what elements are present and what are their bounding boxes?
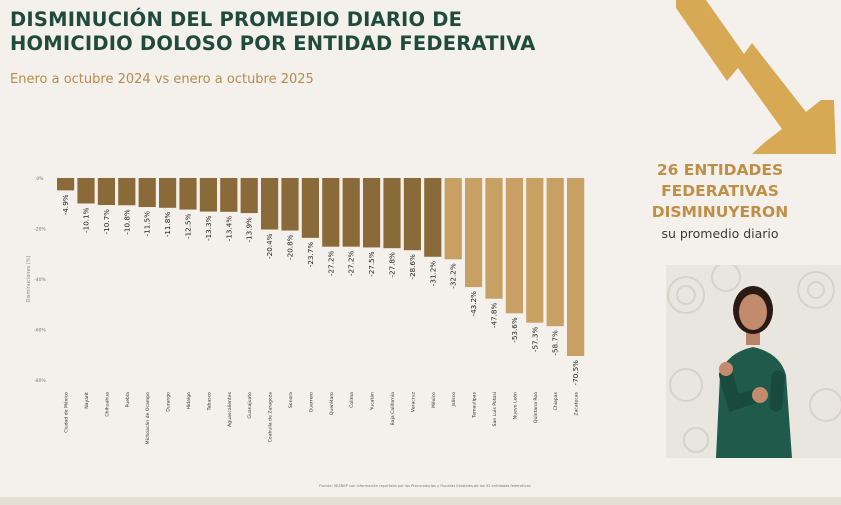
y-tick-label: 0% <box>36 176 44 182</box>
x-tick-label: Veracruz <box>410 391 416 412</box>
x-tick-label: Chihuahua <box>104 392 110 417</box>
bar <box>444 178 462 260</box>
bar <box>199 178 217 212</box>
x-tick-label: Hidalgo <box>186 392 192 410</box>
data-label: -11.8% <box>163 212 172 238</box>
bar <box>526 178 544 323</box>
data-label: -12.5% <box>184 213 193 239</box>
data-label: -13.3% <box>204 215 213 241</box>
bar <box>342 178 360 247</box>
y-tick-label: -20% <box>34 227 46 233</box>
x-tick-label: Yucatán <box>369 392 376 411</box>
x-tick-label: Zacatecas <box>574 391 580 415</box>
highlight-line-1: 26 ENTIDADES <box>656 161 784 179</box>
bar <box>240 178 258 214</box>
y-tick-label: -80% <box>34 378 46 384</box>
highlight-box: 26 ENTIDADES FEDERATIVAS DISMINUYERON su… <box>600 160 840 241</box>
bar <box>159 178 177 208</box>
bar <box>465 178 483 288</box>
subtitle: Enero a octubre 2024 vs enero a octubre … <box>10 72 314 87</box>
data-label: -10.7% <box>102 209 111 235</box>
down-arrow-icon <box>676 0 836 154</box>
x-tick-label: Puebla <box>125 392 131 408</box>
bar <box>546 178 564 327</box>
data-label: -57.3% <box>530 327 539 353</box>
data-label: -27.2% <box>347 251 356 277</box>
x-tick-label: Colima <box>349 392 355 408</box>
x-tick-label: Michoacán de Ocampo <box>144 392 151 445</box>
data-label: -58.7% <box>551 330 560 356</box>
x-tick-label: Chiapas <box>553 391 559 410</box>
y-tick-label: -60% <box>34 328 46 334</box>
x-tick-label: Durango <box>166 392 172 412</box>
bar <box>118 178 136 206</box>
source-note: Fuente: SESNSP con información reportada… <box>319 484 531 488</box>
bar <box>567 178 585 357</box>
bar <box>261 178 279 230</box>
x-tick-label: Tabasco <box>206 392 212 412</box>
data-label: -10.8% <box>122 209 131 235</box>
x-tick-label: México <box>430 392 437 408</box>
y-axis-title: Disminuciones (%) <box>26 256 32 303</box>
title-line-1: DISMINUCIÓN DEL PROMEDIO DIARIO DE <box>10 8 463 31</box>
bar-chart: 0% -20% -40% -60% -80% Disminuciones (%) -4.9%… <box>26 176 585 488</box>
x-tick-label: Baja California <box>390 392 396 426</box>
data-label: -32.2% <box>449 263 458 289</box>
x-tick-label: Coahuila de Zaragoza <box>268 392 274 442</box>
highlight-line-3: DISMINUYERON <box>651 203 789 221</box>
bar <box>383 178 401 249</box>
bar <box>77 178 95 204</box>
bar <box>485 178 503 299</box>
bar <box>424 178 442 257</box>
bar <box>403 178 421 251</box>
data-label: -43.2% <box>469 291 478 317</box>
x-tick-label: Tamaulipas <box>472 391 478 418</box>
data-label: -20.4% <box>265 233 274 259</box>
data-label: -23.7% <box>306 242 315 268</box>
x-tick-label: Querétaro <box>328 392 335 415</box>
x-tick-label: San Luis Potosí <box>491 391 498 426</box>
x-tick-label: Nuevo León <box>511 392 518 419</box>
x-tick-label: Guanajuato <box>247 392 253 419</box>
x-tick-label: Ciudad de México <box>63 392 70 433</box>
bar <box>179 178 197 210</box>
sign-language-interpreter-image <box>666 265 841 458</box>
data-label: -27.2% <box>326 251 335 277</box>
data-label: -31.2% <box>428 261 437 287</box>
data-label: -13.9% <box>245 217 254 243</box>
bar <box>281 178 299 231</box>
x-tick-label: Jalisco <box>451 392 457 408</box>
bar <box>505 178 523 314</box>
data-label: -70.5% <box>571 360 580 386</box>
data-label: -10.1% <box>82 207 91 233</box>
highlight-subtext: su promedio diario <box>661 226 779 241</box>
data-label: -53.6% <box>510 317 519 343</box>
data-label: -11.5% <box>143 211 152 237</box>
bar <box>220 178 238 212</box>
highlight-line-2: FEDERATIVAS <box>661 182 779 200</box>
data-label: -27.8% <box>388 252 397 278</box>
x-tick-label: Nayarit <box>84 392 90 409</box>
x-tick-label: Guerrero <box>308 392 314 413</box>
bar <box>97 178 115 206</box>
data-label: -20.8% <box>286 234 295 260</box>
bar <box>301 178 319 238</box>
bottom-bar <box>0 497 841 505</box>
data-label: -13.4% <box>224 216 233 242</box>
y-tick-label: -40% <box>34 277 46 283</box>
title-line-2: HOMICIDIO DOLOSO POR ENTIDAD FEDERATIVA <box>10 32 536 55</box>
data-label: -27.5% <box>367 251 376 277</box>
data-label: -28.6% <box>408 254 417 280</box>
bar <box>363 178 381 248</box>
bar <box>57 178 75 191</box>
data-label: -47.8% <box>490 303 499 329</box>
bar <box>138 178 156 208</box>
x-tick-label: Quintana Roo <box>533 392 539 423</box>
bar <box>322 178 340 247</box>
x-tick-label: Aguascalientes <box>227 391 233 426</box>
data-label: -4.9% <box>61 194 70 215</box>
page-title: DISMINUCIÓN DEL PROMEDIO DIARIO DE HOMIC… <box>10 8 610 56</box>
x-tick-label: Sonora <box>288 392 294 408</box>
